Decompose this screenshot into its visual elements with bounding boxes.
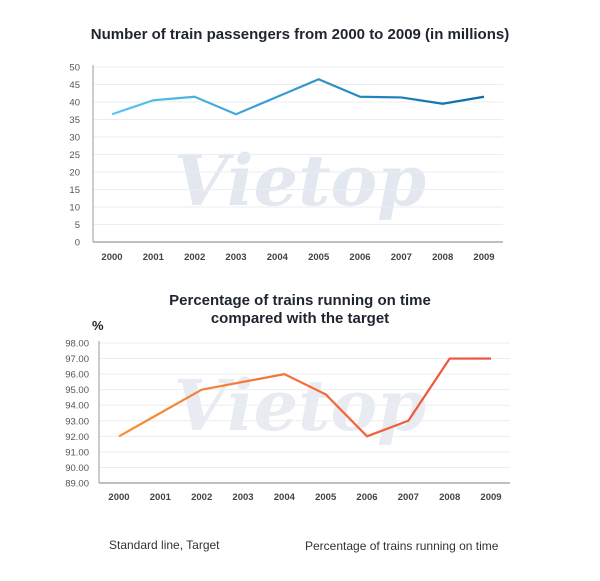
x-tick-label: 2002 <box>191 492 212 503</box>
x-tick-label: 2005 <box>308 252 330 263</box>
y-tick-label: 89.00 <box>65 479 89 490</box>
x-tick-label: 2006 <box>356 492 377 503</box>
y-tick-label: 15 <box>69 185 80 196</box>
chart1-title: Number of train passengers from 2000 to … <box>90 26 510 43</box>
y-tick-label: 5 <box>75 220 80 231</box>
y-tick-label: 10 <box>69 203 80 214</box>
y-tick-label: 0 <box>75 238 80 249</box>
y-tick-label: 25 <box>69 150 80 161</box>
x-tick-label: 2005 <box>315 492 337 503</box>
x-tick-label: 2007 <box>391 252 412 263</box>
x-tick-label: 2003 <box>232 492 253 503</box>
y-tick-label: 97.00 <box>65 354 89 365</box>
y-tick-label: 91.00 <box>65 447 89 458</box>
y-tick-label: 93.00 <box>65 416 89 427</box>
legend-ontime-label: Percentage of trains running on time <box>305 539 499 553</box>
y-tick-label: 45 <box>69 80 80 91</box>
x-tick-label: 2007 <box>398 492 419 503</box>
x-tick-label: 2000 <box>101 252 122 263</box>
x-tick-label: 2000 <box>108 492 129 503</box>
x-tick-label: 2001 <box>143 252 165 263</box>
series-line-1 <box>118 357 491 438</box>
x-tick-label: 2009 <box>473 252 494 263</box>
x-tick-label: 2001 <box>150 492 172 503</box>
chart2-title-line1: Percentage of trains running on time <box>169 292 431 309</box>
x-tick-label: 2004 <box>274 492 296 503</box>
y-tick-label: 35 <box>69 115 80 126</box>
y-tick-label: 95.00 <box>65 385 89 396</box>
x-tick-label: 2008 <box>432 252 453 263</box>
watermark-top: Vietop <box>174 139 426 222</box>
y-tick-label: 92.00 <box>65 432 89 443</box>
x-tick-label: 2002 <box>184 252 205 263</box>
x-tick-label: 2004 <box>267 252 289 263</box>
legend-target-label: Standard line, Target <box>109 538 220 552</box>
series-line-0 <box>111 78 485 116</box>
y-tick-label: 90.00 <box>65 463 89 474</box>
x-tick-label: 2006 <box>349 252 370 263</box>
y-tick-label: 96.00 <box>65 370 89 381</box>
chart2-y-unit: % <box>92 318 104 333</box>
y-tick-label: 98.00 <box>65 339 89 350</box>
y-tick-label: 30 <box>69 133 80 144</box>
y-tick-label: 40 <box>69 98 80 109</box>
x-tick-label: 2008 <box>439 492 460 503</box>
x-tick-label: 2009 <box>480 492 501 503</box>
chart2-title-line2: compared with the target <box>210 310 390 327</box>
y-tick-label: 50 <box>69 63 80 74</box>
y-tick-label: 94.00 <box>65 401 89 412</box>
y-tick-label: 20 <box>69 168 80 179</box>
x-tick-label: 2003 <box>225 252 246 263</box>
